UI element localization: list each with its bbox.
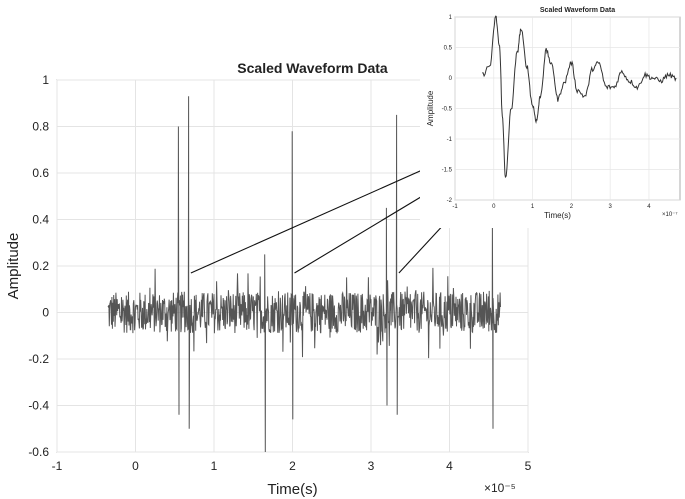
inset-x-axis-label: Time(s) — [544, 211, 571, 220]
main-series-waveform — [107, 96, 501, 453]
inset-y-tick-label: -1.5 — [442, 168, 453, 174]
y-tick-label: 0.8 — [32, 120, 49, 134]
main-x-exponent: ×10⁻⁵ — [484, 481, 516, 495]
inset-y-ticks: -2 -1.5 -1 -0.5 0 0.5 1 — [442, 15, 453, 204]
main-y-axis-label: Amplitude — [5, 233, 22, 300]
y-tick-label: 0.6 — [32, 166, 49, 180]
inset-y-tick-label: 1 — [449, 15, 453, 21]
y-tick-label: 0.4 — [32, 213, 49, 227]
y-tick-label: 0.2 — [32, 259, 49, 273]
y-tick-label: -0.6 — [28, 445, 49, 459]
inset-y-axis-label: Amplitude — [426, 90, 435, 126]
y-tick-label: -0.4 — [28, 399, 49, 413]
inset-plot: -1 0 1 2 3 4 -2 -1.5 -1 -0.5 0 0.5 1 Scaled Wavefor… — [420, 2, 685, 228]
inset-waveform-line — [482, 15, 677, 179]
x-tick-label: -1 — [52, 459, 63, 473]
inset-x-tick-label: 1 — [531, 204, 535, 210]
inset-y-tick-label: 0.5 — [444, 46, 453, 52]
x-tick-label: 3 — [368, 459, 375, 473]
inset-y-tick-label: -1 — [447, 137, 453, 143]
inset-x-tick-label: 4 — [647, 204, 651, 210]
inset-x-tick-label: 0 — [492, 204, 496, 210]
y-tick-label: -0.2 — [28, 352, 49, 366]
inset-title: Scaled Waveform Data — [540, 7, 615, 14]
y-tick-label: 0 — [42, 306, 49, 320]
inset-y-tick-label: -0.5 — [442, 107, 453, 113]
inset-x-tick-label: 3 — [609, 204, 613, 210]
inset-x-tick-label: 2 — [570, 204, 574, 210]
x-tick-label: 0 — [132, 459, 139, 473]
inset-series-waveform — [482, 15, 677, 179]
main-y-ticks: -0.6 -0.4 -0.2 0 0.2 0.4 0.6 0.8 1 — [28, 73, 49, 459]
main-x-ticks: -1 0 1 2 3 4 5 — [52, 459, 532, 473]
inset-y-tick-label: 0 — [449, 76, 453, 82]
x-tick-label: 5 — [525, 459, 532, 473]
main-title: Scaled Waveform Data — [237, 60, 388, 76]
y-tick-label: 1 — [42, 73, 49, 87]
inset-y-tick-label: -2 — [447, 198, 453, 204]
x-tick-label: 1 — [211, 459, 218, 473]
x-tick-label: 2 — [289, 459, 296, 473]
inset-x-ticks: -1 0 1 2 3 4 — [452, 204, 651, 210]
waveform-line — [107, 96, 501, 453]
inset-x-exponent: ×10⁻⁷ — [662, 211, 678, 218]
main-x-axis-label: Time(s) — [267, 481, 317, 498]
inset-x-tick-label: -1 — [452, 204, 458, 210]
x-tick-label: 4 — [446, 459, 453, 473]
